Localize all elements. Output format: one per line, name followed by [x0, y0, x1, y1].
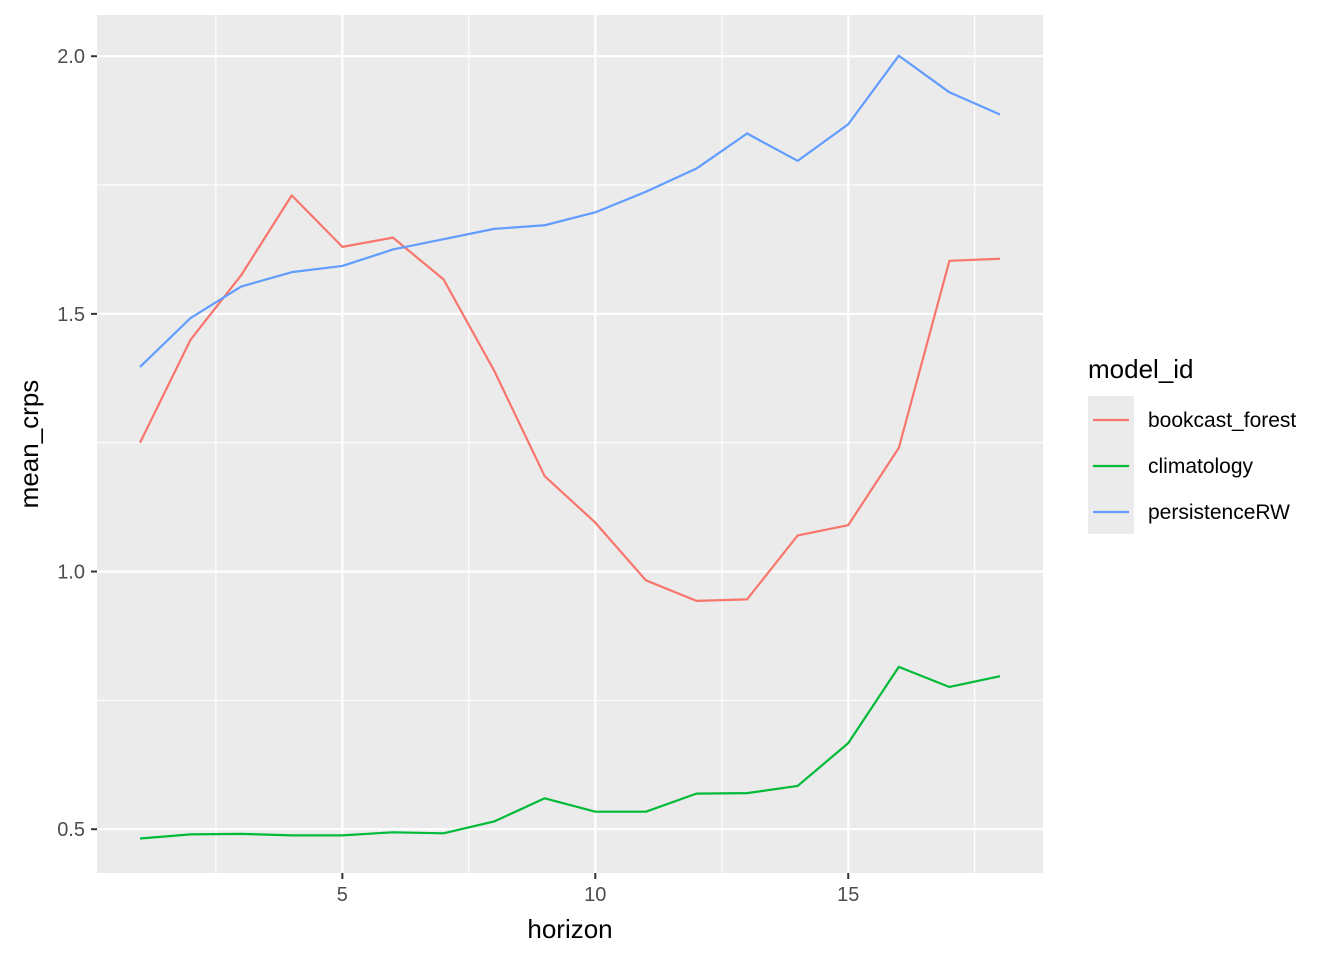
series-lines — [139, 54, 1001, 840]
major-gridlines — [97, 15, 1043, 873]
legend-label-persistenceRW: persistenceRW — [1148, 501, 1290, 524]
y-axis-title: mean_crps — [14, 380, 44, 509]
legend: model_id bookcast_forest climatology persi… — [1088, 354, 1296, 534]
legend-label-climatology: climatology — [1148, 455, 1254, 478]
legend-label-bookcast_forest: bookcast_forest — [1148, 409, 1296, 432]
x-axis-title: horizon — [527, 914, 612, 944]
legend-title: model_id — [1088, 354, 1194, 384]
y-tick-label: 0.5 — [57, 819, 85, 841]
minor-gridlines — [97, 15, 1043, 873]
plot-panel — [97, 15, 1043, 873]
x-tick-label: 5 — [337, 884, 348, 906]
series-line-persistenceRW — [139, 54, 1001, 368]
x-tick-label: 15 — [837, 884, 859, 906]
x-axis: 5 10 15 — [337, 873, 859, 906]
y-tick-label: 1.5 — [57, 304, 85, 326]
y-tick-label: 1.0 — [57, 562, 85, 584]
y-axis: 0.5 1.0 1.5 2.0 — [57, 46, 97, 841]
series-line-climatology — [139, 665, 1001, 840]
x-tick-label: 10 — [584, 884, 606, 906]
y-tick-label: 2.0 — [57, 46, 85, 68]
series-line-bookcast_forest — [139, 194, 1001, 603]
